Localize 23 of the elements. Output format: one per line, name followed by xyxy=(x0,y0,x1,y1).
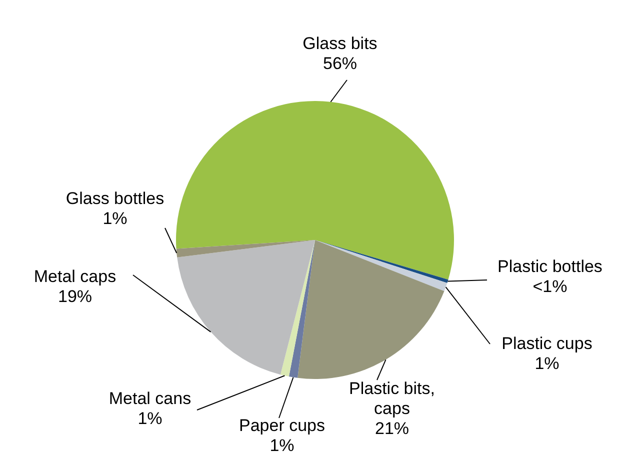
slice-label: Glass bottles xyxy=(66,189,164,208)
pie-slice xyxy=(298,240,444,379)
slice-label: Metal caps xyxy=(34,267,116,286)
pie-slice xyxy=(315,240,448,292)
slice-label: Paper cups xyxy=(239,416,325,436)
data-label: 56% xyxy=(322,54,358,74)
pie-slice xyxy=(176,101,454,280)
slice-label: Plastic bottles xyxy=(498,257,602,276)
data-label: 1% xyxy=(270,436,294,456)
data-label: 19% xyxy=(58,287,92,306)
slice-label: Metal cans xyxy=(108,389,192,408)
pie-slice xyxy=(176,240,315,258)
slice-label: Plastic cups xyxy=(502,334,592,354)
data-label: 21% xyxy=(374,419,410,438)
pie-slice xyxy=(288,240,315,378)
pie-slice xyxy=(177,240,315,375)
pie-slice xyxy=(280,240,315,377)
data-label: 1% xyxy=(138,409,162,428)
slice-label: Glass bits xyxy=(302,34,378,54)
data-label: 1% xyxy=(102,209,128,228)
data-label: <1% xyxy=(532,277,568,296)
data-label: 1% xyxy=(534,354,560,374)
slice-label: Plastic bits, caps xyxy=(349,379,435,418)
